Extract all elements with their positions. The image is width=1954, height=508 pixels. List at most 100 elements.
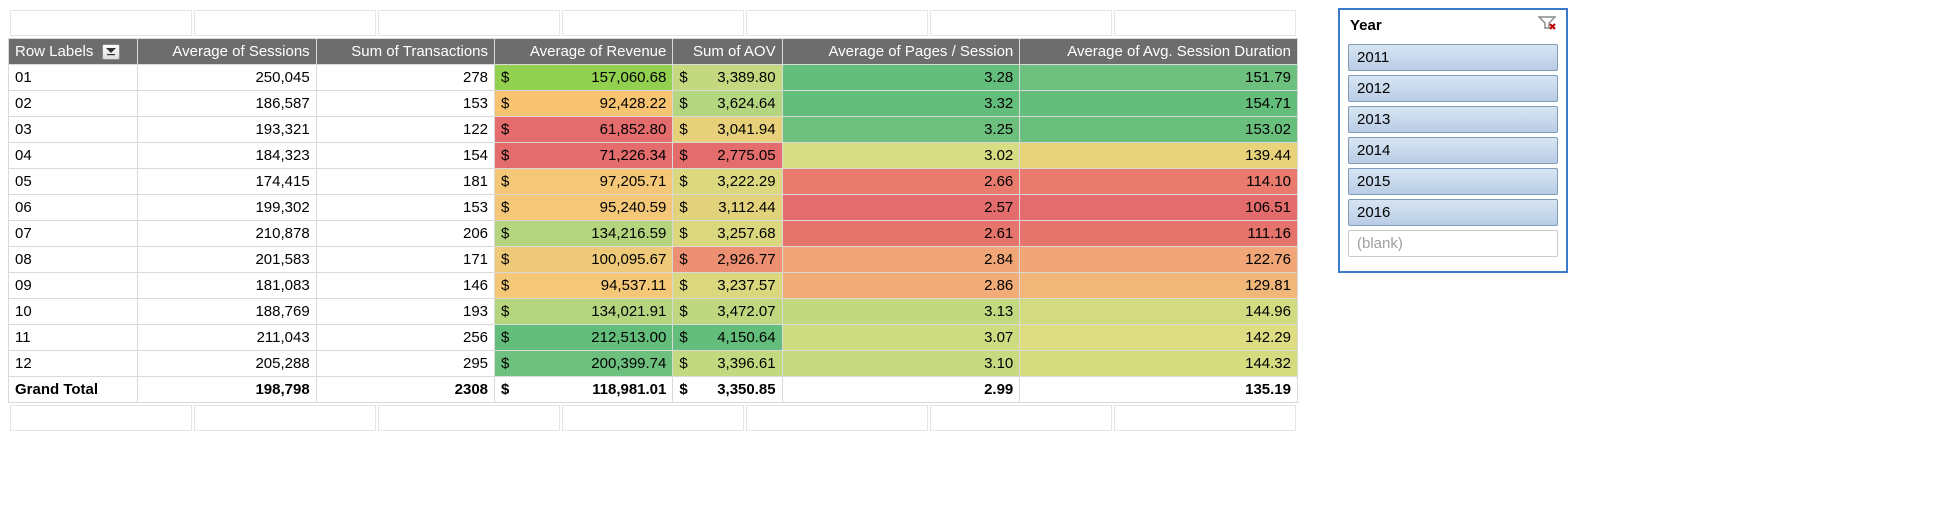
header-row-labels[interactable]: Row Labels <box>9 39 138 65</box>
cell-revenue: $100,095.67 <box>495 247 673 273</box>
cell-aov: $4,150.64 <box>673 325 782 351</box>
cell-aov: $3,624.64 <box>673 91 782 117</box>
table-row[interactable]: 08201,583171$100,095.67$2,926.772.84122.… <box>9 247 1298 273</box>
cell-aov: $3,396.61 <box>673 351 782 377</box>
cell-duration: 111.16 <box>1020 221 1298 247</box>
grand-total-label: Grand Total <box>9 377 138 403</box>
table-row[interactable]: 09181,083146$94,537.11$3,237.572.86129.8… <box>9 273 1298 299</box>
cell-aov: $2,926.77 <box>673 247 782 273</box>
cell-aov: $3,257.68 <box>673 221 782 247</box>
row-label: 08 <box>9 247 138 273</box>
table-row[interactable]: 06199,302153$95,240.59$3,112.442.57106.5… <box>9 195 1298 221</box>
cell-sessions: 193,321 <box>138 117 316 143</box>
cell-aov: $3,041.94 <box>673 117 782 143</box>
row-label: 09 <box>9 273 138 299</box>
header-sessions[interactable]: Average of Sessions <box>138 39 316 65</box>
pivot-header-row: Row Labels Average of Sessions Sum of Tr… <box>9 39 1298 65</box>
cell-revenue: $212,513.00 <box>495 325 673 351</box>
row-label: 12 <box>9 351 138 377</box>
cell-transactions: 146 <box>316 273 494 299</box>
slicer-item[interactable]: 2011 <box>1348 44 1558 71</box>
filter-dropdown-icon[interactable] <box>102 44 120 60</box>
cell-duration: 144.32 <box>1020 351 1298 377</box>
cell-revenue: $61,852.80 <box>495 117 673 143</box>
table-row[interactable]: 04184,323154$71,226.34$2,775.053.02139.4… <box>9 143 1298 169</box>
cell-transactions: 206 <box>316 221 494 247</box>
row-label: 05 <box>9 169 138 195</box>
slicer-item[interactable]: 2015 <box>1348 168 1558 195</box>
cell-duration: 151.79 <box>1020 65 1298 91</box>
cell-revenue: $95,240.59 <box>495 195 673 221</box>
cell-transactions: 153 <box>316 91 494 117</box>
pivot-table: Row Labels Average of Sessions Sum of Tr… <box>8 38 1298 403</box>
slicer-item[interactable]: 2013 <box>1348 106 1558 133</box>
cell-duration: 144.96 <box>1020 299 1298 325</box>
slicer-item[interactable]: 2016 <box>1348 199 1558 226</box>
cell-revenue: $134,021.91 <box>495 299 673 325</box>
grand-total-sessions: 198,798 <box>138 377 316 403</box>
row-label: 11 <box>9 325 138 351</box>
cell-transactions: 256 <box>316 325 494 351</box>
cell-pages: 2.84 <box>782 247 1020 273</box>
cell-revenue: $200,399.74 <box>495 351 673 377</box>
cell-pages: 3.10 <box>782 351 1020 377</box>
year-slicer: Year 201120122013201420152016(blank) <box>1338 8 1568 273</box>
cell-transactions: 181 <box>316 169 494 195</box>
cell-duration: 154.71 <box>1020 91 1298 117</box>
table-row[interactable]: 05174,415181$97,205.71$3,222.292.66114.1… <box>9 169 1298 195</box>
grand-total-aov: $3,350.85 <box>673 377 782 403</box>
grand-total-row: Grand Total 198,798 2308 $118,981.01 $3,… <box>9 377 1298 403</box>
table-row[interactable]: 12205,288295$200,399.74$3,396.613.10144.… <box>9 351 1298 377</box>
cell-revenue: $134,216.59 <box>495 221 673 247</box>
header-aov[interactable]: Sum of AOV <box>673 39 782 65</box>
slicer-item-blank[interactable]: (blank) <box>1348 230 1558 257</box>
slicer-item[interactable]: 2014 <box>1348 137 1558 164</box>
cell-sessions: 205,288 <box>138 351 316 377</box>
clear-filter-icon[interactable] <box>1538 16 1556 34</box>
cell-aov: $3,472.07 <box>673 299 782 325</box>
slicer-item[interactable]: 2012 <box>1348 75 1558 102</box>
cell-duration: 139.44 <box>1020 143 1298 169</box>
header-transactions[interactable]: Sum of Transactions <box>316 39 494 65</box>
table-row[interactable]: 10188,769193$134,021.91$3,472.073.13144.… <box>9 299 1298 325</box>
cell-revenue: $92,428.22 <box>495 91 673 117</box>
cell-aov: $3,112.44 <box>673 195 782 221</box>
cell-transactions: 295 <box>316 351 494 377</box>
row-label: 07 <box>9 221 138 247</box>
row-label: 04 <box>9 143 138 169</box>
table-row[interactable]: 03193,321122$61,852.80$3,041.943.25153.0… <box>9 117 1298 143</box>
cell-pages: 3.25 <box>782 117 1020 143</box>
cell-revenue: $157,060.68 <box>495 65 673 91</box>
table-row[interactable]: 01250,045278$157,060.68$3,389.803.28151.… <box>9 65 1298 91</box>
table-row[interactable]: 02186,587153$92,428.22$3,624.643.32154.7… <box>9 91 1298 117</box>
row-label: 02 <box>9 91 138 117</box>
cell-sessions: 201,583 <box>138 247 316 273</box>
header-duration[interactable]: Average of Avg. Session Duration <box>1020 39 1298 65</box>
cell-sessions: 250,045 <box>138 65 316 91</box>
cell-sessions: 188,769 <box>138 299 316 325</box>
table-row[interactable]: 11211,043256$212,513.00$4,150.643.07142.… <box>9 325 1298 351</box>
header-revenue[interactable]: Average of Revenue <box>495 39 673 65</box>
cell-sessions: 186,587 <box>138 91 316 117</box>
cell-revenue: $94,537.11 <box>495 273 673 299</box>
cell-duration: 129.81 <box>1020 273 1298 299</box>
cell-transactions: 122 <box>316 117 494 143</box>
cell-transactions: 153 <box>316 195 494 221</box>
cell-pages: 3.02 <box>782 143 1020 169</box>
cell-duration: 153.02 <box>1020 117 1298 143</box>
cell-pages: 2.66 <box>782 169 1020 195</box>
cell-sessions: 174,415 <box>138 169 316 195</box>
header-pages[interactable]: Average of Pages / Session <box>782 39 1020 65</box>
cell-sessions: 211,043 <box>138 325 316 351</box>
cell-pages: 3.32 <box>782 91 1020 117</box>
table-row[interactable]: 07210,878206$134,216.59$3,257.682.61111.… <box>9 221 1298 247</box>
cell-revenue: $71,226.34 <box>495 143 673 169</box>
cell-sessions: 181,083 <box>138 273 316 299</box>
row-label: 10 <box>9 299 138 325</box>
cell-aov: $3,222.29 <box>673 169 782 195</box>
cell-pages: 3.28 <box>782 65 1020 91</box>
cell-transactions: 171 <box>316 247 494 273</box>
row-label: 06 <box>9 195 138 221</box>
cell-pages: 3.13 <box>782 299 1020 325</box>
cell-pages: 2.86 <box>782 273 1020 299</box>
